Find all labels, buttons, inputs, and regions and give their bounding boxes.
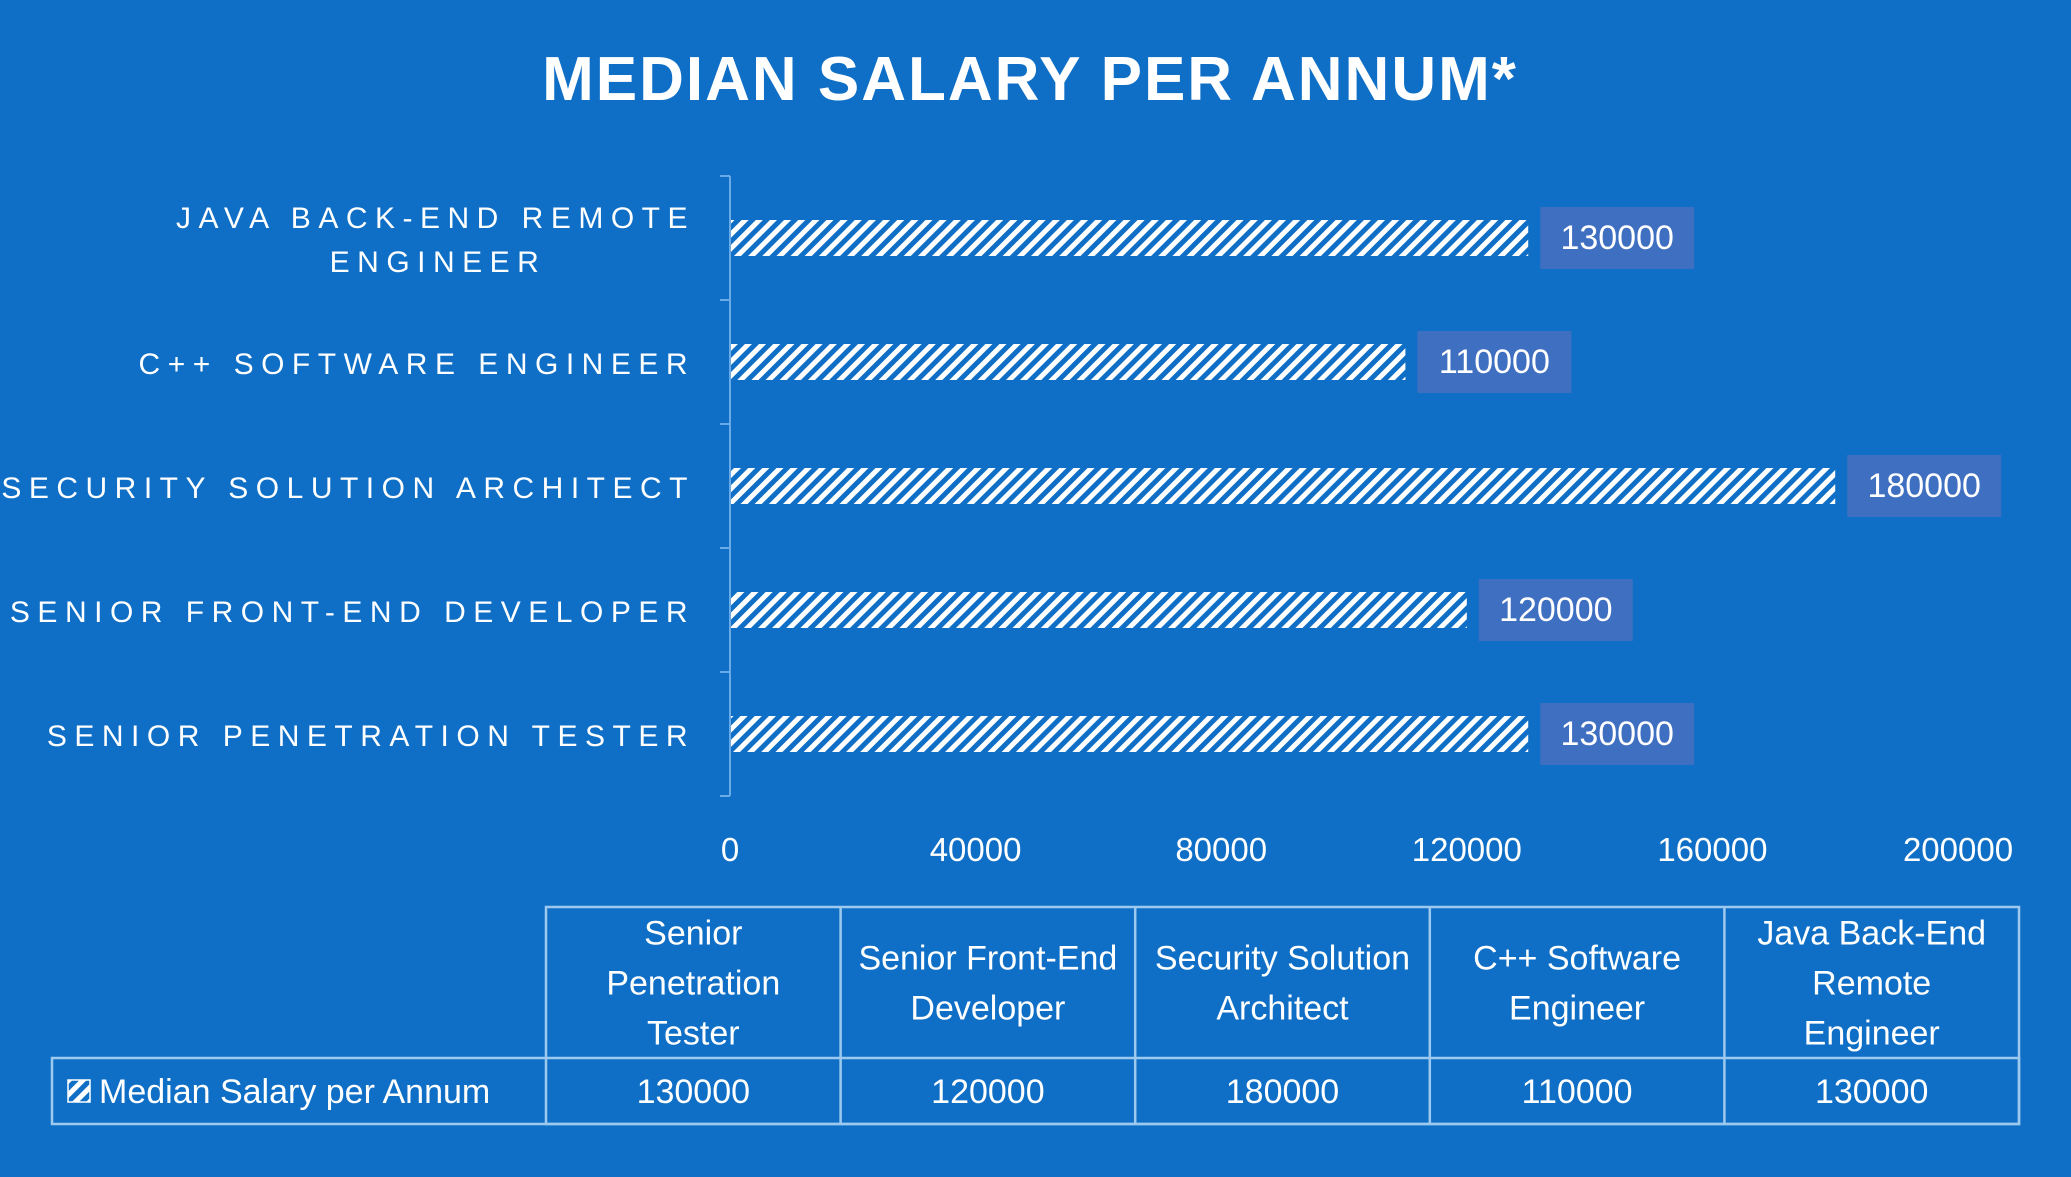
bar-5 xyxy=(731,220,1529,256)
data-table-header: Senior xyxy=(644,915,742,953)
bar-2 xyxy=(731,592,1467,628)
data-table-value: 110000 xyxy=(1522,1073,1633,1111)
data-table-header: Security Solution xyxy=(1155,940,1410,978)
data-table-header: C++ Software xyxy=(1473,940,1681,978)
legend-series-name: Median Salary per Annum xyxy=(99,1073,490,1111)
data-table-header: Tester xyxy=(647,1015,740,1053)
data-table-header: Engineer xyxy=(1804,1015,1940,1053)
x-tick-label: 200000 xyxy=(1903,831,2013,868)
data-table-header: Architect xyxy=(1216,990,1349,1028)
data-table-header: Engineer xyxy=(1509,990,1645,1028)
data-table-header: Penetration xyxy=(606,965,780,1003)
data-label-box xyxy=(1540,703,1695,765)
data-table-value: 130000 xyxy=(1815,1073,1928,1111)
data-label: 180000 xyxy=(1867,467,1980,505)
bar-1 xyxy=(731,716,1529,752)
x-tick-label: 40000 xyxy=(930,831,1022,868)
x-tick-label: 160000 xyxy=(1657,831,1767,868)
data-label: 130000 xyxy=(1560,715,1673,753)
data-label: 130000 xyxy=(1560,219,1673,257)
data-table-header: Developer xyxy=(910,990,1065,1028)
x-tick-label: 0 xyxy=(721,831,739,868)
data-table-value: 180000 xyxy=(1226,1073,1339,1111)
data-table-row xyxy=(50,1056,2021,1126)
data-table-header: Java Back-End xyxy=(1757,915,1986,953)
category-axis-label: C++ SOFTWARE ENGINEER xyxy=(139,348,695,381)
x-tick-label: 80000 xyxy=(1175,831,1267,868)
category-axis-label: SENIOR PENETRATION TESTER xyxy=(47,720,695,753)
category-axis-label: ENGINEER xyxy=(330,246,547,279)
category-axis-label: SECURITY SOLUTION ARCHITECT xyxy=(1,472,695,505)
bar-3 xyxy=(731,468,1836,504)
data-label-box xyxy=(1847,455,2002,517)
data-label-box xyxy=(1540,207,1695,269)
bar-4 xyxy=(731,344,1406,380)
legend-key-icon xyxy=(67,1079,91,1103)
category-axis-label: JAVA BACK-END REMOTE xyxy=(176,202,695,235)
data-label-box xyxy=(1417,331,1572,393)
chart-title: MEDIAN SALARY PER ANNUM* xyxy=(542,45,1518,114)
x-tick-label: 120000 xyxy=(1412,831,1522,868)
data-label: 110000 xyxy=(1439,343,1550,381)
data-table-header: Senior Front-End xyxy=(858,940,1117,978)
data-label: 120000 xyxy=(1499,591,1612,629)
data-table-value: 130000 xyxy=(637,1073,750,1111)
category-axis-label: SENIOR FRONT-END DEVELOPER xyxy=(10,596,695,629)
data-table-value: 120000 xyxy=(931,1073,1044,1111)
data-table-header: Remote xyxy=(1812,965,1931,1003)
data-label-box xyxy=(1478,579,1633,641)
